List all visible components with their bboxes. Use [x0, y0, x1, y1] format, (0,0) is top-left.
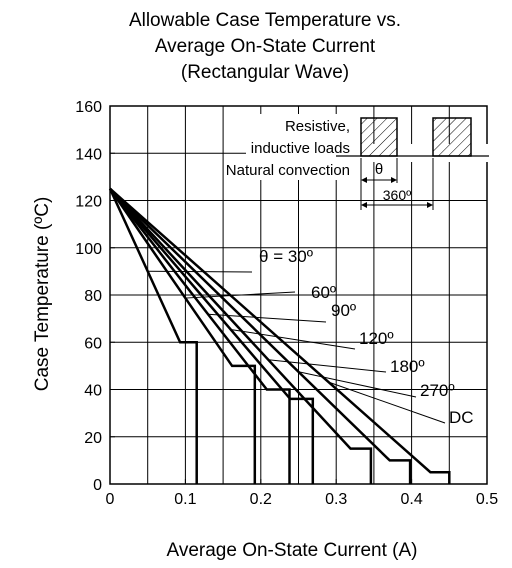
y-axis-label: Case Temperature (ºC) [32, 197, 53, 392]
chart-title-line-3: (Rectangular Wave) [181, 62, 349, 83]
series-label: θ = 30º [259, 247, 313, 266]
waveform-inset: Resistive, inductive loads Natural conve… [226, 114, 489, 210]
series-label: 90º [331, 301, 356, 320]
x-axis-label: Average On-State Current (A) [167, 540, 418, 561]
y-tick-label: 20 [84, 430, 102, 447]
x-tick-label: 0.1 [174, 491, 196, 508]
x-tick-label: 0 [106, 491, 115, 508]
inset-condition-1: Resistive, [285, 118, 350, 135]
x-tick-label: 0.3 [325, 491, 347, 508]
series-label: 60º [311, 283, 336, 302]
series-line [109, 187, 412, 484]
y-tick-label: 0 [93, 477, 102, 494]
y-tick-label: 140 [75, 146, 102, 163]
axes [109, 105, 488, 485]
x-tick-label: 0.4 [400, 491, 422, 508]
y-tick-label: 40 [84, 383, 102, 400]
series-line [109, 187, 315, 484]
y-tick-label: 100 [75, 241, 102, 258]
series-leader-line [328, 381, 446, 424]
series-line [108, 187, 257, 484]
series-label: DC [449, 408, 474, 427]
chart-title-line-1: Allowable Case Temperature vs. [129, 10, 401, 31]
series-lines [108, 187, 451, 484]
pulse-2 [432, 117, 472, 157]
chart-title-line-2: Average On-State Current [155, 36, 376, 57]
x-tick-label: 0.5 [476, 491, 498, 508]
series-leader-line [268, 359, 387, 373]
y-tick-label: 120 [75, 194, 102, 211]
y-tick-label: 160 [75, 99, 102, 116]
inset-condition-2: inductive loads [251, 140, 350, 157]
inset-condition-3: Natural convection [226, 162, 350, 179]
y-tick-label: 60 [84, 335, 102, 352]
x-tick-label: 0.2 [250, 491, 272, 508]
series-line [109, 187, 291, 484]
series-label: 120º [359, 329, 394, 348]
y-tick-label: 80 [84, 288, 102, 305]
series-leader-line [230, 328, 356, 350]
tick-labels: 0 0.1 0.2 0.3 0.4 0.5 0 20 40 60 80 100 120 140 160 [75, 99, 498, 508]
series-label: 270º [420, 381, 455, 400]
inset-theta-label: θ [375, 161, 383, 178]
series-leader-line [185, 291, 296, 299]
series-leader-line [298, 371, 417, 398]
series-label: 180º [390, 357, 425, 376]
series-line [109, 187, 373, 484]
series-leader-line [147, 270, 253, 273]
series-leader-line [207, 313, 327, 323]
inset-period-label: 360º [383, 187, 411, 203]
series-line [108, 188, 198, 484]
series-line [109, 187, 451, 484]
pulse-1 [360, 117, 398, 157]
